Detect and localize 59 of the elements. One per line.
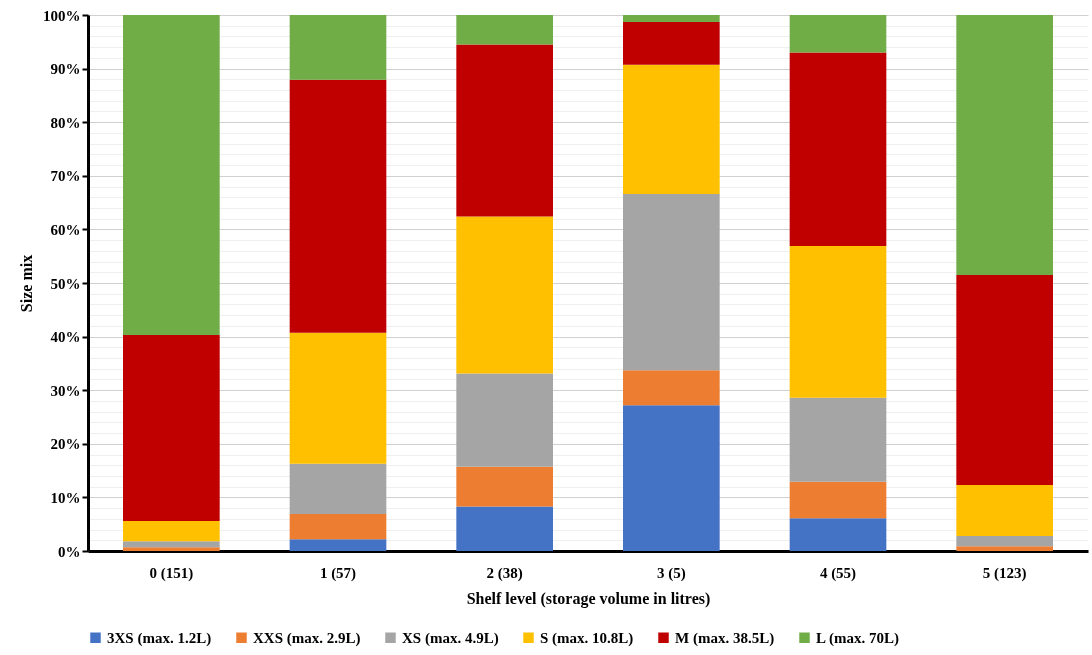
legend-label: XS (max. 4.9L) bbox=[402, 629, 499, 647]
bar bbox=[623, 21, 720, 65]
legend-label: L (max. 70L) bbox=[816, 629, 899, 647]
y-axis-title: Size mix bbox=[18, 254, 35, 313]
bar bbox=[789, 518, 887, 551]
bar bbox=[289, 79, 387, 333]
bar bbox=[289, 514, 387, 540]
x-tick-label: 5 (123) bbox=[982, 564, 1027, 582]
bar bbox=[289, 539, 387, 551]
bar bbox=[956, 15, 1053, 275]
legend-label: XXS (max. 2.9L) bbox=[253, 629, 361, 647]
bar bbox=[623, 15, 720, 22]
y-tick-label: 90% bbox=[50, 61, 81, 78]
y-tick-label: 0% bbox=[58, 543, 81, 560]
x-axis-title: Shelf level (storage volume in litres) bbox=[466, 589, 711, 608]
y-tick-label: 60% bbox=[50, 221, 81, 238]
bar bbox=[623, 405, 720, 551]
bar bbox=[456, 506, 553, 551]
legend-label: M (max. 38.5L) bbox=[675, 629, 775, 647]
bar bbox=[623, 370, 720, 406]
bar bbox=[456, 44, 553, 217]
bar bbox=[956, 485, 1053, 536]
x-tick-label: 3 (5) bbox=[656, 564, 686, 582]
bar bbox=[456, 373, 553, 467]
bar bbox=[123, 541, 220, 548]
x-tick-label: 1 (57) bbox=[319, 564, 357, 582]
y-tick-label: 30% bbox=[50, 382, 81, 399]
bar bbox=[456, 466, 553, 507]
legend-label: 3XS (max. 1.2L) bbox=[107, 629, 212, 647]
legend-label: S (max. 10.8L) bbox=[540, 629, 634, 647]
y-tick-label: 100% bbox=[43, 7, 81, 24]
y-tick-label: 10% bbox=[50, 489, 81, 506]
bar bbox=[623, 194, 720, 371]
bar bbox=[956, 535, 1053, 547]
y-tick-label: 80% bbox=[50, 114, 81, 131]
y-tick-label: 70% bbox=[50, 168, 81, 185]
bar bbox=[789, 15, 887, 53]
bar bbox=[289, 332, 387, 464]
bar bbox=[456, 216, 553, 374]
bar bbox=[123, 547, 220, 551]
x-tick-label: 0 (151) bbox=[149, 564, 194, 582]
bar bbox=[123, 15, 220, 335]
bar bbox=[456, 15, 553, 45]
bar bbox=[956, 546, 1053, 551]
bar bbox=[289, 463, 387, 515]
y-tick-label: 50% bbox=[50, 275, 81, 292]
y-tick-label: 20% bbox=[50, 436, 81, 453]
bar bbox=[956, 274, 1053, 486]
bar bbox=[123, 334, 220, 521]
bar bbox=[789, 246, 887, 398]
y-tick-label: 40% bbox=[50, 329, 81, 346]
bar bbox=[789, 397, 887, 482]
bar bbox=[789, 481, 887, 519]
x-tick-label: 4 (55) bbox=[819, 564, 857, 582]
bar bbox=[623, 64, 720, 195]
x-tick-label: 2 (38) bbox=[486, 564, 523, 582]
bar bbox=[123, 520, 220, 542]
bar bbox=[789, 52, 887, 247]
bar bbox=[289, 15, 387, 80]
